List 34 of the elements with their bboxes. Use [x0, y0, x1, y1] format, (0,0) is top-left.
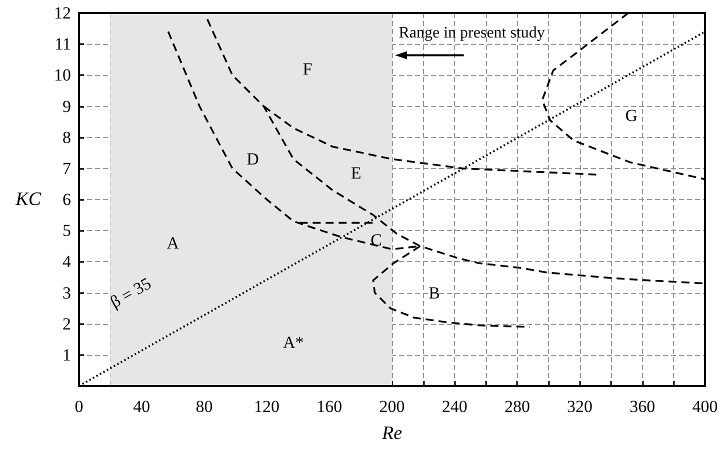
- x-tick-label: 400: [692, 397, 718, 416]
- annotation: G: [625, 106, 638, 126]
- x-tick-label: 120: [254, 397, 280, 416]
- y-tick-label: 7: [62, 158, 72, 178]
- x-tick-label: 80: [196, 397, 213, 416]
- annotation: E: [350, 164, 362, 183]
- x-tick-label: 320: [567, 397, 593, 416]
- x-tick-label: 0: [74, 397, 84, 416]
- y-tick-label: 11: [54, 34, 71, 54]
- y-tick-label: 10: [54, 66, 71, 85]
- x-tick-label: 240: [442, 397, 468, 416]
- annotation: D: [246, 150, 259, 169]
- y-tick-label: 12: [54, 4, 71, 22]
- annotation: A*: [283, 332, 304, 352]
- annotation: B: [428, 283, 440, 302]
- y-tick-label: 2: [62, 314, 71, 334]
- y-tick-label: 5: [62, 221, 71, 240]
- annotation: F: [302, 59, 312, 78]
- annotation: Range in present study: [398, 24, 545, 42]
- y-tick-label: 3: [62, 283, 71, 302]
- x-axis-title: Re: [380, 423, 402, 444]
- x-tick-label: 160: [316, 397, 342, 416]
- y-axis-title: KC: [14, 189, 42, 210]
- annotation: β = 35: [106, 274, 154, 312]
- y-tick-label: 9: [62, 96, 71, 116]
- annotation: A: [166, 234, 180, 253]
- y-tick-label: 4: [62, 252, 72, 272]
- y-tick-label: 6: [62, 190, 71, 209]
- x-tick-label: 280: [504, 397, 530, 416]
- y-tick-label: 8: [62, 128, 71, 147]
- x-tick-label: 360: [630, 397, 656, 416]
- y-tick-label: 1: [62, 345, 71, 364]
- x-tick-label: 40: [133, 397, 150, 416]
- x-tick-label: 200: [379, 397, 405, 416]
